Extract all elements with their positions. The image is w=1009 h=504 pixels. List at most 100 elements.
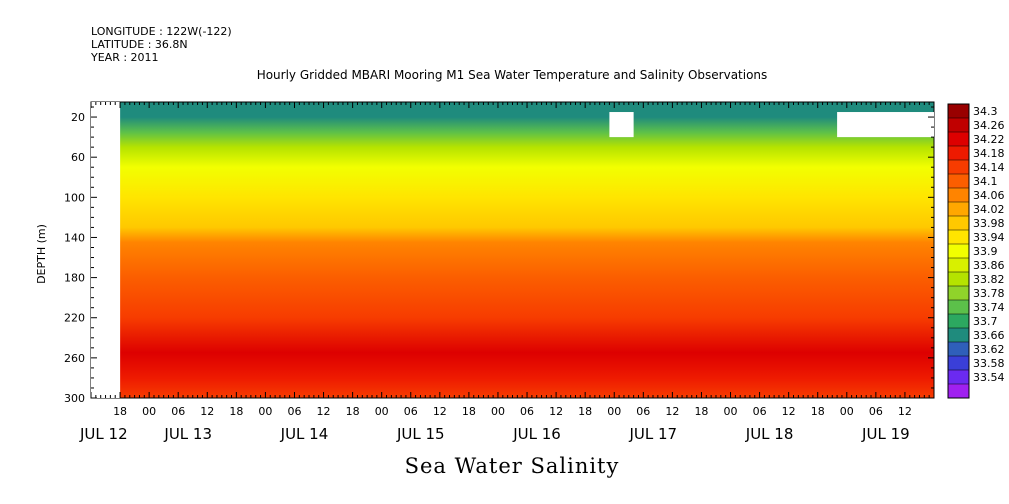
x-hour-label: 18 bbox=[229, 405, 243, 418]
colorbar-label: 33.58 bbox=[973, 357, 1005, 370]
x-hour-label: 12 bbox=[898, 405, 912, 418]
colorbar-swatch bbox=[948, 300, 969, 315]
colorbar-swatch bbox=[948, 188, 969, 203]
x-hour-label: 00 bbox=[491, 405, 505, 418]
chart-title: Hourly Gridded MBARI Mooring M1 Sea Wate… bbox=[256, 68, 768, 82]
colorbar-label: 33.82 bbox=[973, 273, 1005, 286]
x-hour-label: 12 bbox=[200, 405, 214, 418]
x-hour-label: 00 bbox=[142, 405, 156, 418]
y-tick-label: 260 bbox=[64, 352, 85, 365]
x-day-label: JUL 14 bbox=[280, 425, 329, 443]
colorbar-label: 34.14 bbox=[973, 161, 1005, 174]
y-tick-label: 60 bbox=[71, 151, 85, 164]
x-hour-label: 18 bbox=[113, 405, 127, 418]
colorbar: 34.334.2634.2234.1834.1434.134.0634.0233… bbox=[947, 103, 1005, 399]
x-hour-label: 06 bbox=[753, 405, 767, 418]
x-hour-label: 06 bbox=[404, 405, 418, 418]
x-hour-label: 18 bbox=[694, 405, 708, 418]
colorbar-label: 34.3 bbox=[973, 105, 998, 118]
x-hour-label: 00 bbox=[724, 405, 738, 418]
x-day-label: JUL 17 bbox=[628, 425, 677, 443]
x-day-label: JUL 18 bbox=[745, 425, 794, 443]
y-axis-label: DEPTH (m) bbox=[35, 224, 48, 284]
y-tick-label: 20 bbox=[71, 111, 85, 124]
colorbar-label: 33.78 bbox=[973, 287, 1005, 300]
colorbar-label: 34.18 bbox=[973, 147, 1005, 160]
colorbar-frame bbox=[947, 103, 970, 399]
colorbar-swatch bbox=[948, 356, 969, 371]
x-hour-label: 18 bbox=[578, 405, 592, 418]
x-hour-label: 00 bbox=[258, 405, 272, 418]
x-hour-label: 06 bbox=[869, 405, 883, 418]
missing-data-layer bbox=[91, 102, 934, 398]
salinity-field bbox=[120, 102, 934, 398]
colorbar-label: 33.9 bbox=[973, 245, 998, 258]
y-axis: 20 60 100 140 180 220 260 300 bbox=[64, 106, 934, 405]
x-day-label: JUL 12 bbox=[79, 425, 128, 443]
x-hour-label: 12 bbox=[433, 405, 447, 418]
colorbar-label: 33.98 bbox=[973, 217, 1005, 230]
colorbar-label: 34.02 bbox=[973, 203, 1005, 216]
y-tick-label: 180 bbox=[64, 272, 85, 285]
variable-title: Sea Water Salinity bbox=[404, 454, 620, 478]
year-label: YEAR : 2011 bbox=[91, 51, 159, 64]
colorbar-swatch bbox=[948, 342, 969, 357]
colorbar-swatch bbox=[948, 230, 969, 245]
colorbar-label: 33.66 bbox=[973, 329, 1005, 342]
plot-area bbox=[90, 101, 935, 399]
colorbar-swatch bbox=[948, 272, 969, 287]
y-tick-label: 300 bbox=[64, 392, 85, 405]
colorbar-swatch bbox=[948, 132, 969, 147]
colorbar-swatch bbox=[948, 146, 969, 161]
x-day-label: JUL 16 bbox=[512, 425, 561, 443]
x-hour-label: 12 bbox=[549, 405, 563, 418]
x-day-label: JUL 19 bbox=[861, 425, 910, 443]
colorbar-swatch bbox=[948, 370, 969, 385]
colorbar-label: 34.1 bbox=[973, 175, 998, 188]
x-hour-label: 12 bbox=[317, 405, 331, 418]
x-hour-label: 00 bbox=[607, 405, 621, 418]
y-tick-label: 220 bbox=[64, 312, 85, 325]
colorbar-swatch bbox=[948, 160, 969, 175]
latitude-label: LATITUDE : 36.8N bbox=[91, 38, 188, 51]
colorbar-label: 33.74 bbox=[973, 301, 1005, 314]
missing-region-0 bbox=[91, 102, 121, 398]
colorbar-swatch bbox=[948, 244, 969, 259]
y-tick-label: 100 bbox=[64, 191, 85, 204]
colorbar-swatch bbox=[948, 286, 969, 301]
colorbar-label: 34.06 bbox=[973, 189, 1005, 202]
x-hour-label: 06 bbox=[287, 405, 301, 418]
colorbar-label: 33.62 bbox=[973, 343, 1005, 356]
x-hour-label: 12 bbox=[782, 405, 796, 418]
colorbar-swatch bbox=[948, 258, 969, 273]
x-hour-label: 18 bbox=[462, 405, 476, 418]
x-hour-label: 06 bbox=[520, 405, 534, 418]
colorbar-swatch bbox=[948, 314, 969, 329]
colorbar-label: 33.7 bbox=[973, 315, 998, 328]
x-hour-label: 00 bbox=[840, 405, 854, 418]
x-hour-label: 18 bbox=[346, 405, 360, 418]
x-hour-label: 12 bbox=[665, 405, 679, 418]
colorbar-swatch bbox=[948, 328, 969, 343]
colorbar-label: 34.22 bbox=[973, 133, 1005, 146]
colorbar-label: 33.54 bbox=[973, 371, 1005, 384]
colorbar-label: 33.86 bbox=[973, 259, 1005, 272]
x-axis: 18 00 06 12 18 00 06 12 18 00 06 12 18 00 06 12 18 00 06 12… bbox=[79, 102, 935, 443]
colorbar-label: 33.94 bbox=[973, 231, 1005, 244]
colorbar-label: 34.26 bbox=[973, 119, 1005, 132]
x-hour-label: 00 bbox=[375, 405, 389, 418]
colorbar-swatch bbox=[948, 384, 969, 399]
x-day-label: JUL 15 bbox=[396, 425, 445, 443]
colorbar-swatch bbox=[948, 118, 969, 133]
colorbar-swatch bbox=[948, 216, 969, 231]
x-hour-label: 06 bbox=[636, 405, 650, 418]
colorbar-swatch bbox=[948, 202, 969, 217]
missing-region-1 bbox=[609, 112, 634, 138]
missing-region-2 bbox=[837, 112, 934, 138]
colorbar-swatch bbox=[948, 104, 969, 119]
colorbar-swatch bbox=[948, 174, 969, 189]
y-tick-label: 140 bbox=[64, 231, 85, 244]
x-day-label: JUL 13 bbox=[163, 425, 212, 443]
x-hour-label: 18 bbox=[811, 405, 825, 418]
